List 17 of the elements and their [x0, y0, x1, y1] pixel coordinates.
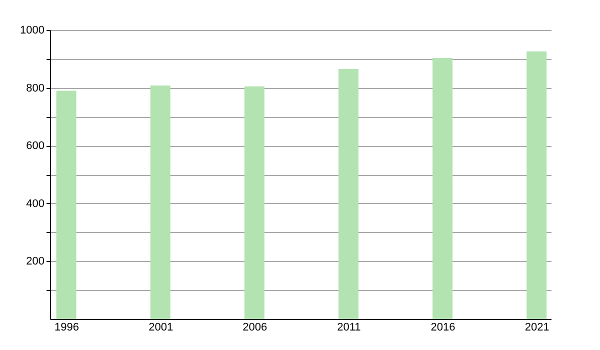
bar: [150, 85, 170, 319]
x-tick-label: 2006: [242, 322, 268, 334]
x-tick-label: 2001: [148, 322, 174, 334]
bar: [526, 51, 547, 319]
bar: [432, 58, 453, 319]
x-tick-label: 2021: [524, 322, 550, 334]
x-tick-label: 2016: [430, 322, 456, 334]
x-tick-label: 1996: [54, 322, 80, 334]
bar: [56, 90, 76, 319]
bar: [244, 86, 264, 319]
bar: [338, 69, 358, 319]
y-tick-label: 600: [26, 140, 44, 152]
y-tick-label: 200: [26, 256, 44, 268]
y-tick-label: 400: [26, 198, 44, 210]
y-tick-label: 800: [26, 82, 44, 94]
y-tick-label: 1000: [20, 24, 44, 36]
x-tick-label: 2011: [337, 322, 361, 334]
